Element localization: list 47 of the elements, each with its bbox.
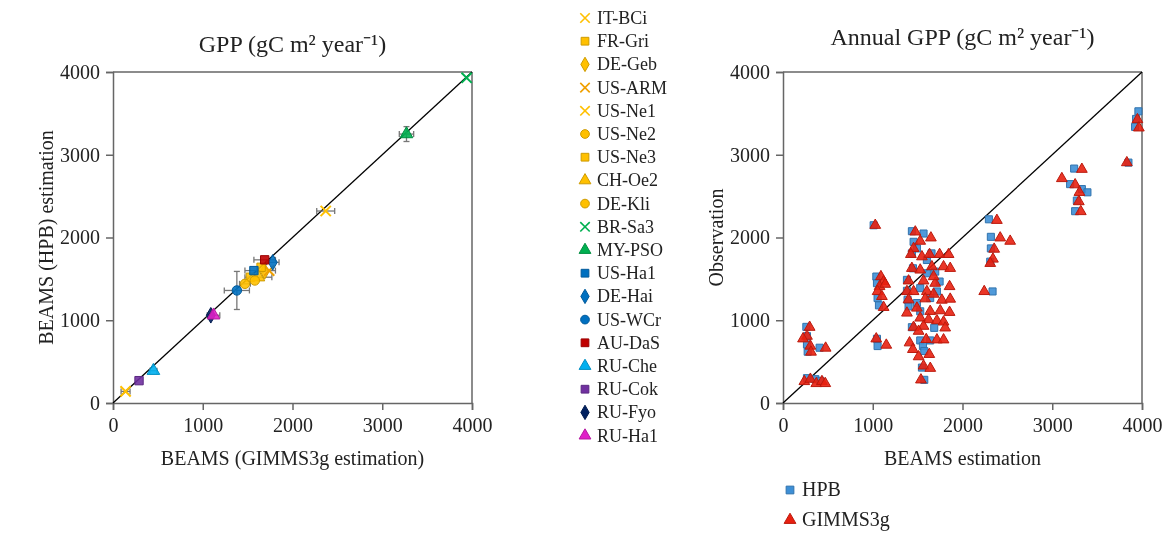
- x-axis-title: BEAMS estimation: [883, 447, 1042, 469]
- y-tick-label: 3000: [60, 143, 100, 166]
- x-tick-label: 4000: [1122, 414, 1163, 437]
- legend-label: RU-Che: [597, 356, 657, 376]
- legend-label: HPB: [802, 478, 841, 500]
- legend-label: GIMMS3g: [802, 508, 890, 531]
- legend-label: IT-BCi: [597, 8, 648, 28]
- legend-label: DE-Geb: [597, 54, 657, 75]
- x-tick-label: 4000: [452, 414, 493, 437]
- y-tick-label: 4000: [60, 60, 100, 83]
- x-tick-label: 1000: [853, 414, 894, 437]
- legend-label: US-Ha1: [597, 263, 656, 284]
- legend-label: RU-Ha1: [597, 425, 658, 446]
- legend-label: FR-Gri: [597, 31, 650, 52]
- y-tick-label: 2000: [60, 226, 100, 249]
- x-tick-label: 2000: [943, 414, 983, 437]
- legend-label: US-Ne3: [597, 147, 656, 168]
- legend-label: DE-Hai: [597, 286, 653, 307]
- legend-label: US-Ne2: [597, 124, 656, 144]
- y-tick-label: 4000: [730, 60, 770, 83]
- legend-label: RU-Fyo: [597, 402, 657, 423]
- chart-title: GPP (gC m² year⁻¹): [198, 31, 387, 57]
- legend-label: RU-Cok: [597, 379, 659, 400]
- legend-label: MY-PSO: [597, 240, 664, 260]
- y-tick-label: 1000: [60, 309, 100, 332]
- legend-label: CH-Oe2: [597, 170, 658, 191]
- y-axis-title: Observation: [705, 188, 727, 287]
- y-tick-label: 0: [90, 391, 100, 414]
- legend-label: US-ARM: [597, 77, 668, 98]
- legend-label: US-Ne1: [597, 100, 656, 121]
- legend-label: US-WCr: [597, 309, 661, 330]
- x-axis-title: BEAMS (GIMMS3g estimation): [160, 447, 425, 470]
- legend-label: AU-DaS: [597, 332, 660, 353]
- x-tick-label: 3000: [362, 414, 403, 437]
- chart-title: Annual GPP (gC m² year⁻¹): [830, 24, 1095, 50]
- x-tick-label: 3000: [1032, 414, 1073, 437]
- x-tick-label: 2000: [273, 414, 313, 437]
- y-tick-label: 3000: [730, 143, 770, 166]
- x-tick-label: 1000: [183, 414, 224, 437]
- y-tick-label: 0: [760, 391, 770, 414]
- legend-label: BR-Sa3: [597, 216, 655, 237]
- x-tick-label: 0: [778, 414, 789, 437]
- y-axis-title: BEAMS (HPB) estimation: [35, 130, 58, 345]
- y-tick-label: 1000: [730, 309, 770, 332]
- x-tick-label: 0: [108, 414, 119, 437]
- legend-label: DE-Kli: [597, 193, 650, 214]
- y-tick-label: 2000: [730, 226, 770, 249]
